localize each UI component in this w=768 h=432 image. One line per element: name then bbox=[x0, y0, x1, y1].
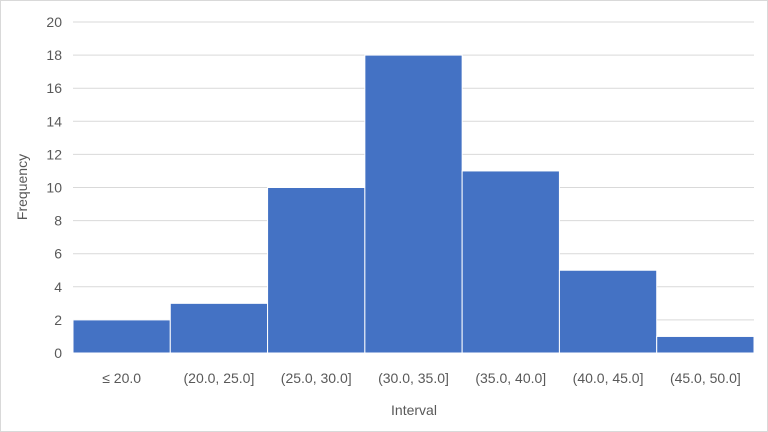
bar bbox=[558, 269, 658, 354]
y-tick-labels: 0 2 4 6 8 10 12 14 16 18 20 bbox=[46, 14, 62, 361]
bar bbox=[72, 319, 171, 354]
bar bbox=[364, 54, 463, 354]
y-tick-label: 14 bbox=[46, 113, 62, 129]
bar bbox=[656, 335, 755, 354]
y-tick-label: 16 bbox=[46, 80, 62, 96]
y-tick-label: 20 bbox=[46, 14, 62, 30]
y-tick-label: 18 bbox=[46, 47, 62, 63]
y-axis-title: Frequency bbox=[14, 154, 30, 220]
x-tick-label: (35.0, 40.0] bbox=[475, 370, 546, 386]
y-tick-label: 10 bbox=[46, 180, 62, 196]
x-tick-label: (30.0, 35.0] bbox=[378, 370, 449, 386]
x-tick-label: (25.0, 30.0] bbox=[281, 370, 352, 386]
x-tick-label: (45.0, 50.0] bbox=[670, 370, 741, 386]
x-tick-label: ≤ 20.0 bbox=[102, 370, 141, 386]
y-tick-label: 6 bbox=[54, 246, 62, 262]
x-axis-title: Interval bbox=[391, 402, 437, 418]
bar bbox=[267, 187, 366, 354]
y-tick-label: 8 bbox=[54, 213, 62, 229]
x-tick-label: (40.0, 45.0] bbox=[573, 370, 644, 386]
y-tick-label: 2 bbox=[54, 312, 62, 328]
x-tick-label: (20.0, 25.0] bbox=[184, 370, 255, 386]
y-tick-label: 0 bbox=[54, 345, 62, 361]
bar bbox=[461, 170, 560, 354]
bar bbox=[169, 302, 269, 354]
y-tick-label: 12 bbox=[46, 146, 62, 162]
bars bbox=[72, 54, 755, 354]
x-tick-labels: ≤ 20.0 (20.0, 25.0] (25.0, 30.0] (30.0, 35.… bbox=[102, 370, 741, 386]
y-tick-label: 4 bbox=[54, 279, 62, 295]
